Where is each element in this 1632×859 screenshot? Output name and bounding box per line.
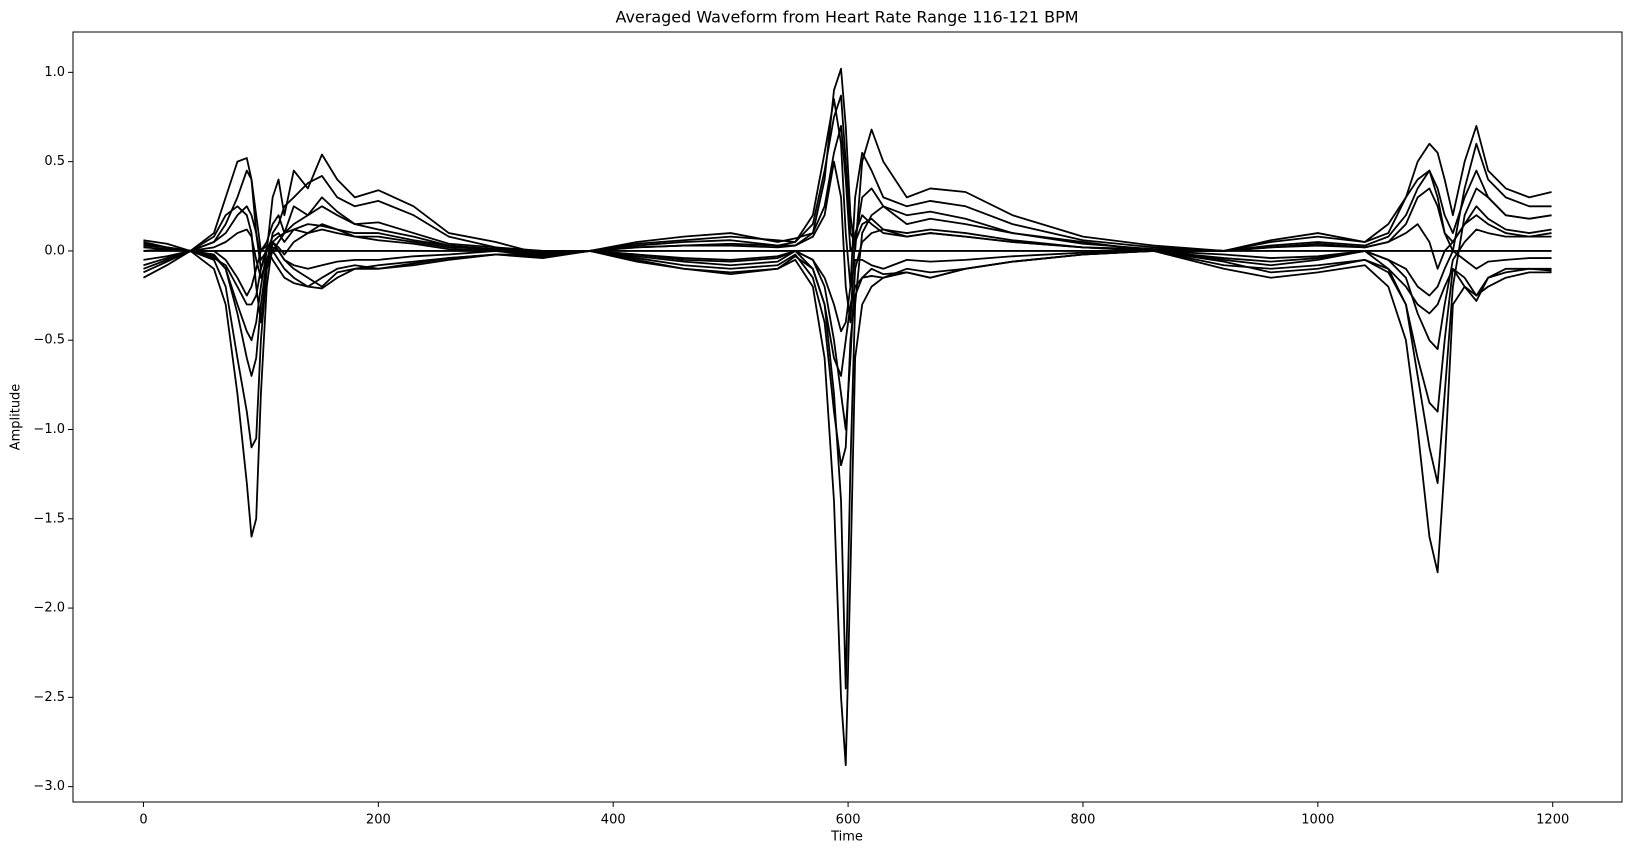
waveform-line [143, 67, 1552, 270]
y-axis-label: Amplitude [9, 384, 24, 451]
y-tick-label: −1.0 [33, 422, 65, 437]
x-tick-label: 600 [836, 813, 861, 828]
y-tick-label: −0.5 [33, 333, 65, 348]
y-tick-label: 0.5 [44, 154, 65, 169]
waveform-line [143, 94, 1552, 252]
x-tick-label: 1000 [1301, 813, 1334, 828]
x-tick-label: 400 [601, 813, 626, 828]
waveform-line [143, 241, 1552, 767]
x-tick-label: 200 [366, 813, 391, 828]
x-tick-label: 0 [139, 813, 147, 828]
y-tick-label: 0.0 [44, 243, 65, 258]
waveform-line [143, 160, 1552, 324]
waveform-line [143, 250, 1552, 467]
chart-title: Averaged Waveform from Heart Rate Range … [615, 8, 1078, 27]
y-tick-label: −1.5 [33, 511, 65, 526]
x-tick-label: 1200 [1536, 813, 1569, 828]
plot-frame [72, 31, 1623, 803]
y-tick-label: 1.0 [44, 65, 65, 80]
x-tick-label: 800 [1071, 813, 1096, 828]
y-tick-label: −3.0 [33, 779, 65, 794]
y-tick-label: −2.5 [33, 690, 65, 705]
waveform-line [143, 125, 1552, 261]
x-axis-label: Time [830, 830, 863, 845]
y-tick-label: −2.0 [33, 601, 65, 616]
